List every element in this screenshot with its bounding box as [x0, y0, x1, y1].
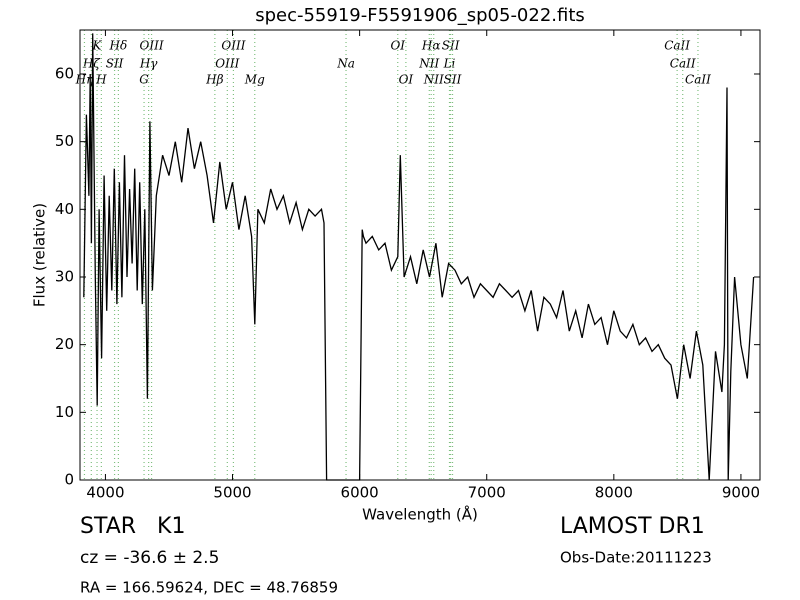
spectral-line-label: SII [444, 73, 462, 87]
y-tick-label: 50 [55, 132, 74, 150]
spectral-line-label: Mg [244, 73, 265, 87]
object-class: STAR K1 [80, 514, 185, 539]
coordinates: RA = 166.59624, DEC = 48.76859 [80, 579, 338, 597]
x-tick-label: 8000 [595, 484, 633, 502]
spectral-line-label: CaII [685, 73, 711, 87]
y-tick-label: 40 [55, 200, 74, 218]
y-tick-label: 0 [64, 471, 74, 489]
spectral-line-label: Hα [421, 39, 441, 53]
survey: LAMOST DR1 [560, 514, 705, 539]
spectral-line-label: OIII [215, 57, 239, 71]
y-tick-label: 20 [55, 335, 74, 353]
x-tick-label: 4000 [86, 484, 124, 502]
x-axis-label: Wavelength (Å) [362, 505, 478, 524]
spectrum-line [83, 33, 755, 481]
spectral-line-label: OIII [221, 39, 245, 53]
y-tick-label: 10 [55, 403, 74, 421]
spectral-line-label: Hγ [139, 57, 158, 71]
spectral-line-label: K [92, 39, 103, 53]
spectral-line-label: NII [423, 73, 444, 87]
spectral-line-label: CaII [670, 57, 696, 71]
spectral-line-label: SII [442, 39, 460, 53]
spectral-line-label: OI [390, 39, 405, 53]
y-tick-label: 60 [55, 64, 74, 82]
spectral-line-label: SII [106, 57, 124, 71]
spectral-line-label: H [95, 73, 107, 87]
redshift: cz = -36.6 ± 2.5 [80, 548, 219, 568]
x-tick-label: 7000 [468, 484, 506, 502]
spectral-line-label: G [139, 73, 149, 87]
spectral-line-label: Hζ [82, 57, 101, 71]
spectral-line-label: Hη [75, 73, 94, 87]
spectral-line-label: Hβ [205, 73, 223, 87]
spectral-line-label: Hδ [109, 39, 128, 53]
x-tick-label: 9000 [722, 484, 760, 502]
x-tick-label: 5000 [213, 484, 251, 502]
chart-title: spec-55919-F5591906_sp05-022.fits [255, 5, 585, 26]
y-tick-label: 30 [55, 267, 74, 285]
plot-frame [79, 29, 761, 481]
spectral-line-label: OI [399, 73, 414, 87]
spectral-line-label: CaII [664, 39, 690, 53]
spectral-line-label: Li [443, 57, 456, 71]
obs-date: Obs-Date:20111223 [560, 549, 712, 567]
x-tick-label: 6000 [341, 484, 379, 502]
spectral-line-label: OIII [140, 39, 164, 53]
spectral-line-label: Na [336, 57, 355, 71]
spectral-line-label: NII [418, 57, 439, 71]
y-axis-label: Flux (relative) [31, 203, 49, 307]
